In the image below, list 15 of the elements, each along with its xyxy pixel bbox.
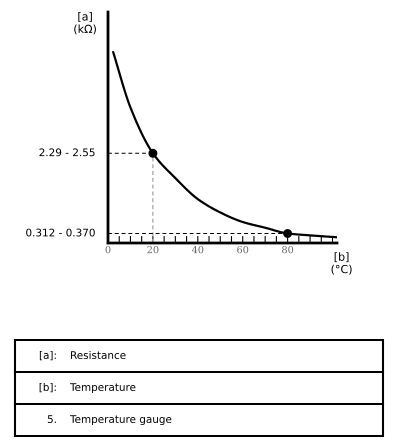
text: 5. [48, 415, 56, 424]
annotation: 2.29 - 2.55 [39, 148, 95, 156]
text: Temperature [70, 383, 136, 394]
x-tick-label: 40 [192, 246, 204, 254]
text: Resistance [71, 350, 126, 360]
text: [b]: [40, 382, 56, 392]
annotation: 0.312 - 0.370 [26, 228, 95, 236]
x-tick-label: 0 [106, 246, 110, 254]
x-tick-label: 20 [147, 246, 158, 254]
text: Temperature gauge [70, 415, 172, 426]
y-axis-title: [a] (kΩ) [74, 12, 96, 34]
x-tick-label: 80 [282, 246, 294, 254]
x-tick-label: 60 [237, 246, 248, 254]
x-axis-title: [b] (°C) [332, 252, 352, 275]
text: [a]: [40, 350, 56, 360]
